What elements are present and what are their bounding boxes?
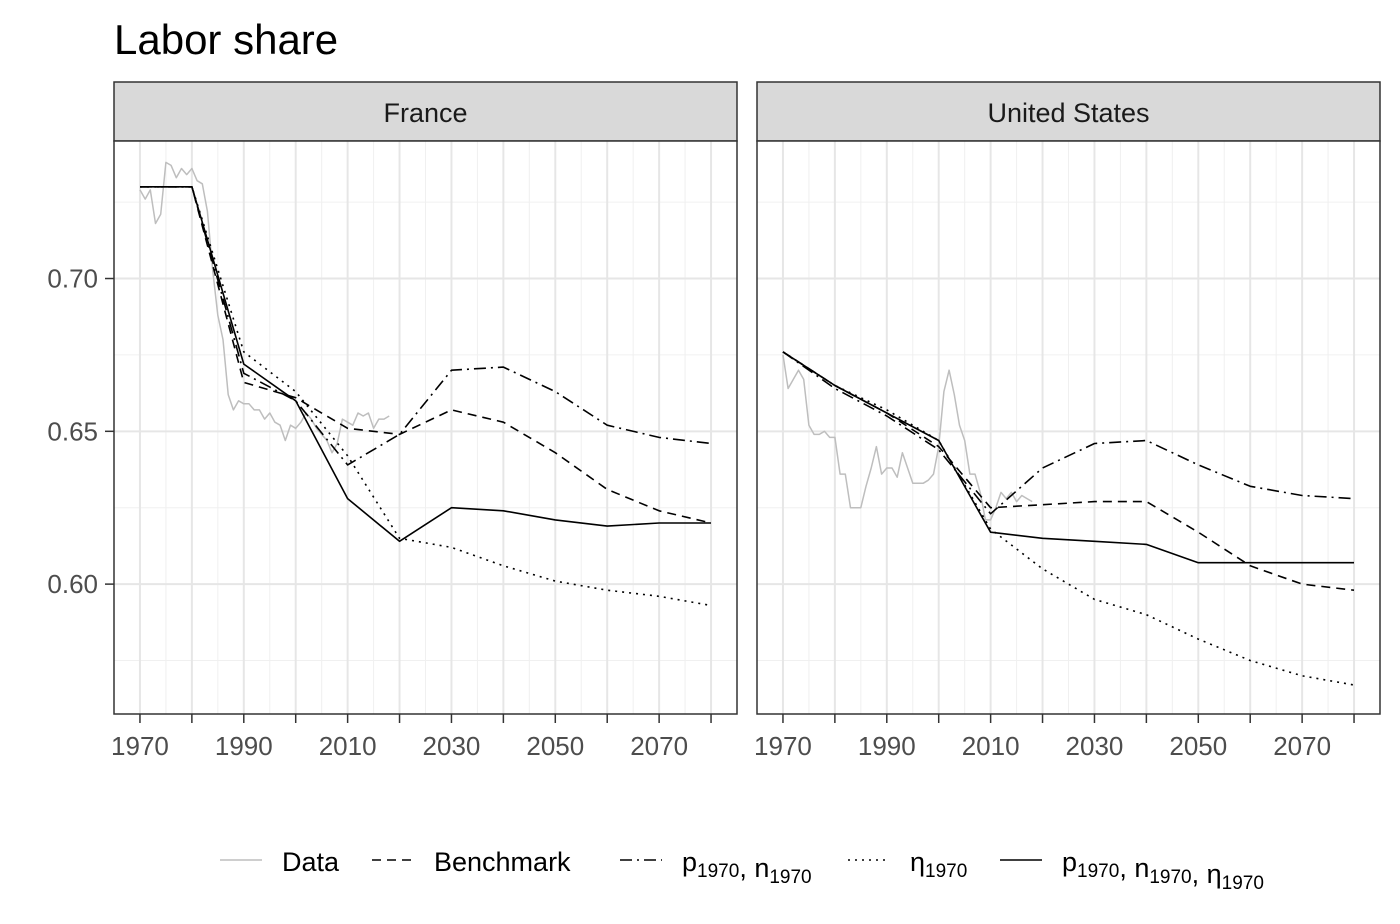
series-line-pneta xyxy=(140,186,711,543)
series-line-pneta xyxy=(782,351,1354,564)
facet-label: France xyxy=(383,98,467,128)
x-tick-label: 1970 xyxy=(111,731,169,761)
x-tick-label: 1990 xyxy=(858,731,916,761)
panel-border xyxy=(756,140,1381,715)
series-line-data xyxy=(139,161,390,454)
legend: Data Benchmark p1970, n1970 η1970 p1970, n19… xyxy=(220,847,1264,894)
legend-label-bench: Benchmark xyxy=(434,847,571,877)
y-tick-label: 0.65 xyxy=(47,416,98,446)
series-line-eta xyxy=(140,186,712,607)
chart-title: Labor share xyxy=(114,16,338,63)
series-line-pn xyxy=(782,351,1355,515)
x-tick-label: 2050 xyxy=(1169,731,1227,761)
legend-label-data: Data xyxy=(282,847,340,877)
legend-item-eta: η1970 xyxy=(848,847,967,882)
y-tick-label: 0.60 xyxy=(47,569,98,599)
series-line-pn xyxy=(140,186,712,466)
legend-label-pneta: p1970, n1970, η1970 xyxy=(1062,847,1264,894)
x-tick-label: 2030 xyxy=(1066,731,1124,761)
x-tick-label: 1970 xyxy=(754,731,812,761)
x-tick-label: 2030 xyxy=(423,731,481,761)
panel-border xyxy=(113,140,738,715)
x-tick-label: 2010 xyxy=(962,731,1020,761)
x-tick-label: 2070 xyxy=(630,731,688,761)
series-line-data xyxy=(782,354,1033,521)
legend-label-pn: p1970, n1970 xyxy=(682,847,812,888)
panel-1: United States 1970 1990 2010 2030 2050 2070 xyxy=(754,81,1381,761)
series-line-bench xyxy=(140,186,712,524)
facet-label: United States xyxy=(987,98,1149,128)
legend-label-eta: η1970 xyxy=(910,847,967,882)
x-tick-label: 2010 xyxy=(319,731,377,761)
panel-0: France 1970 1990 2010 2030 2050 2070 0.60 0.65 0.… xyxy=(47,81,738,761)
legend-item-data: Data xyxy=(220,847,340,877)
x-tick-label: 1990 xyxy=(215,731,273,761)
facet-strip xyxy=(756,81,1381,142)
facet-strip xyxy=(113,81,738,142)
legend-item-pneta: p1970, n1970, η1970 xyxy=(1000,847,1264,894)
legend-item-bench: Benchmark xyxy=(372,847,571,877)
y-tick-label: 0.70 xyxy=(47,264,98,294)
x-tick-label: 2070 xyxy=(1273,731,1331,761)
legend-item-pn: p1970, n1970 xyxy=(620,847,812,888)
x-tick-label: 2050 xyxy=(526,731,584,761)
